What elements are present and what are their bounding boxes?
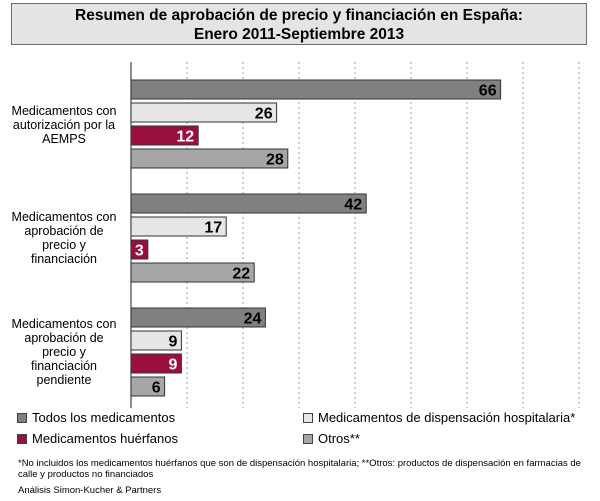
legend-swatch [303, 433, 313, 444]
bar [130, 353, 182, 374]
data-label: 12 [176, 129, 194, 146]
data-label: 3 [135, 243, 144, 260]
bar [130, 307, 266, 328]
data-label: 22 [232, 266, 250, 283]
legend-label: Medicamentos de dispensación hospitalari… [318, 410, 576, 425]
legend-label: Otros** [318, 431, 360, 446]
bar [130, 79, 502, 100]
data-label: 24 [244, 311, 262, 328]
bar [130, 148, 289, 169]
chart-title-line2: Enero 2011-Septiembre 2013 [193, 26, 405, 43]
chart-title-line1: Resumen de aprobación de precio y financ… [75, 7, 523, 24]
bar [130, 125, 199, 146]
data-label: 42 [344, 197, 362, 214]
bar [130, 239, 149, 260]
data-label: 9 [168, 357, 177, 374]
data-label: 6 [152, 380, 161, 397]
category-label: Medicamentos con aprobación de precio y fin… [11, 210, 117, 266]
category-label: Medicamentos con aprobación de precio y fin… [11, 317, 117, 387]
legend-swatch [17, 433, 27, 444]
legend-item: Medicamentos huérfanos [17, 431, 178, 446]
bar [130, 376, 166, 397]
data-label: 28 [266, 152, 284, 169]
data-label: 17 [204, 220, 222, 237]
legend-item: Todos los medicamentos [17, 410, 175, 425]
bar [130, 330, 182, 351]
category-label: Medicamentos con autorización por la AEMPS [11, 104, 117, 146]
legend-item: Medicamentos de dispensación hospitalari… [303, 410, 575, 425]
source-note: Análisis Simon-Kucher & Partners [18, 485, 162, 496]
bar [130, 262, 255, 283]
footnote: *No incluidos los medicamentos huérfanos… [18, 458, 581, 480]
legend-item: Otros** [303, 431, 360, 446]
bar [130, 102, 278, 123]
data-label: 66 [479, 83, 497, 100]
bar [130, 193, 367, 214]
legend-swatch [303, 412, 313, 423]
legend-label: Medicamentos huérfanos [32, 431, 178, 446]
legend-swatch [17, 412, 27, 423]
legend-label: Todos los medicamentos [32, 410, 176, 425]
data-label: 26 [255, 106, 273, 123]
bar [130, 216, 227, 237]
data-label: 9 [168, 334, 177, 351]
chart-title: Resumen de aprobación de precio y financ… [11, 3, 587, 45]
